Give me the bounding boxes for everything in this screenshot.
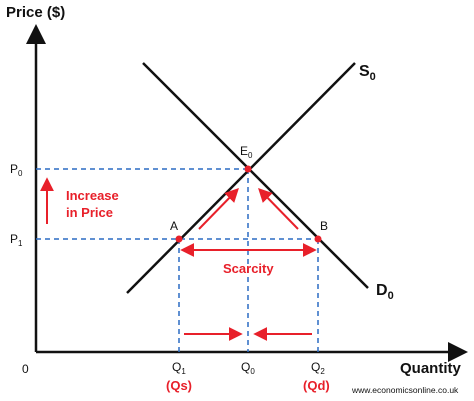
q0-label-main: Q — [241, 360, 250, 374]
supply-label-main: S — [359, 63, 370, 80]
equilibrium-label-sub: 0 — [248, 151, 253, 160]
y-axis-label: Price ($) — [6, 4, 65, 21]
q1-label-sub: 1 — [181, 367, 186, 376]
equilibrium-label: E0 — [240, 144, 253, 160]
q2-label-main: Q — [311, 360, 320, 374]
x-axis-label: Quantity — [400, 360, 461, 377]
q1-label: Q1 — [172, 360, 186, 376]
qs-label: (Qs) — [166, 378, 192, 393]
p0-label-sub: 0 — [18, 169, 23, 178]
point-b-label: B — [320, 219, 328, 233]
point-a — [175, 235, 183, 243]
q1-label-main: Q — [172, 360, 181, 374]
source-credit: www.economicsonline.co.uk — [351, 385, 459, 395]
demand-curve — [142, 62, 369, 289]
equilibrium-label-main: E — [240, 144, 248, 158]
equilibrium-point — [244, 165, 252, 173]
supply-label-sub: 0 — [370, 71, 376, 83]
q2-label: Q2 — [311, 360, 325, 376]
p1-label: P1 — [10, 232, 23, 248]
q0-label-sub: 0 — [250, 367, 255, 376]
increase-label-line2: in Price — [66, 205, 113, 220]
increase-label-line1: Increase — [66, 188, 119, 203]
p1-label-sub: 1 — [18, 239, 23, 248]
supply-curve — [126, 62, 356, 294]
demand-label-sub: 0 — [388, 290, 394, 302]
demand-movement-arrow — [258, 187, 299, 230]
p0-label-main: P — [10, 162, 18, 176]
demand-label-main: D — [376, 282, 388, 299]
p0-label: P0 — [10, 162, 23, 178]
q2-label-sub: 2 — [320, 367, 325, 376]
origin-label: 0 — [22, 362, 29, 376]
p1-label-main: P — [10, 232, 18, 246]
scarcity-label: Scarcity — [223, 261, 274, 276]
demand-curve-label: D0 — [376, 282, 394, 302]
qd-label: (Qd) — [303, 378, 330, 393]
point-a-label: A — [170, 219, 178, 233]
supply-movement-arrow — [198, 187, 239, 230]
supply-curve-label: S0 — [359, 63, 376, 83]
guide-lines — [36, 168, 319, 352]
q0-label: Q0 — [241, 360, 255, 376]
point-b — [314, 235, 322, 243]
